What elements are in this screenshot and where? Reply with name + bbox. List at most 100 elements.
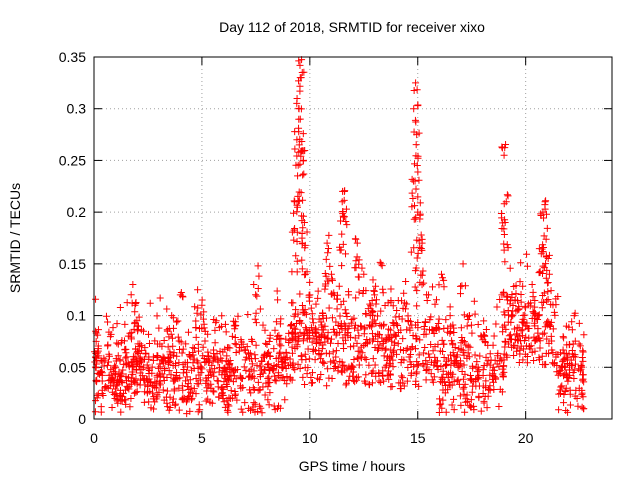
data-point <box>500 151 508 159</box>
data-point <box>321 322 329 330</box>
data-point <box>379 322 387 330</box>
data-point <box>136 354 144 362</box>
data-point <box>545 251 553 259</box>
data-point <box>413 358 421 366</box>
data-point <box>498 388 506 396</box>
data-point <box>296 135 304 143</box>
data-point <box>229 378 237 386</box>
data-point <box>429 347 437 355</box>
data-point <box>154 364 162 372</box>
data-point <box>530 333 538 341</box>
data-point <box>531 297 539 305</box>
data-point <box>127 291 135 299</box>
data-point <box>277 342 285 350</box>
data-point <box>168 334 176 342</box>
data-point <box>308 310 316 318</box>
data-point <box>192 323 200 331</box>
data-point <box>231 340 239 348</box>
data-point <box>352 321 360 329</box>
data-point <box>118 370 126 378</box>
data-point <box>296 160 304 168</box>
data-point <box>499 328 507 336</box>
data-point <box>119 366 127 374</box>
data-point <box>318 326 326 334</box>
data-point <box>454 362 462 370</box>
data-point <box>177 288 185 296</box>
data-point <box>400 356 408 364</box>
data-point <box>250 281 258 289</box>
data-point <box>149 389 157 397</box>
data-point <box>504 292 512 300</box>
chart-title: Day 112 of 2018, SRMTID for receiver xix… <box>219 19 485 35</box>
y-tick-label: 0.15 <box>59 256 86 272</box>
data-point <box>511 325 519 333</box>
data-point <box>372 300 380 308</box>
data-point <box>544 288 552 296</box>
data-point <box>415 129 423 137</box>
data-point <box>423 291 431 299</box>
data-point <box>263 361 271 369</box>
data-point <box>231 392 239 400</box>
data-point <box>279 364 287 372</box>
data-point <box>262 339 270 347</box>
data-point <box>266 334 274 342</box>
data-point <box>344 325 352 333</box>
data-point <box>450 329 458 337</box>
data-point <box>310 334 318 342</box>
data-point <box>579 357 587 365</box>
data-point <box>362 371 370 379</box>
data-point <box>106 376 114 384</box>
data-point <box>248 338 256 346</box>
data-point <box>112 363 120 371</box>
data-point <box>383 356 391 364</box>
data-point <box>576 367 584 375</box>
data-point <box>145 340 153 348</box>
data-point <box>351 235 359 243</box>
data-point <box>514 336 522 344</box>
data-point <box>261 365 269 373</box>
data-point <box>226 356 234 364</box>
data-point <box>418 271 426 279</box>
data-point <box>295 128 303 136</box>
data-point <box>211 365 219 373</box>
data-point <box>319 310 327 318</box>
data-point <box>229 317 237 325</box>
data-point <box>336 358 344 366</box>
data-point <box>332 353 340 361</box>
data-point <box>186 352 194 360</box>
data-point <box>142 350 150 358</box>
data-point <box>270 345 278 353</box>
data-point <box>571 351 579 359</box>
data-point <box>336 312 344 320</box>
data-point <box>506 335 514 343</box>
data-point <box>124 359 132 367</box>
data-point <box>481 332 489 340</box>
data-point <box>319 358 327 366</box>
data-point <box>495 403 503 411</box>
data-point <box>338 230 346 238</box>
data-point <box>503 191 511 199</box>
data-point <box>264 374 272 382</box>
data-point <box>294 161 302 169</box>
data-point <box>242 367 250 375</box>
data-point <box>325 374 333 382</box>
data-point <box>386 371 394 379</box>
data-point <box>113 320 121 328</box>
data-point <box>514 296 522 304</box>
data-point <box>94 390 102 398</box>
data-point <box>251 315 259 323</box>
data-point <box>542 197 550 205</box>
data-point <box>332 347 340 355</box>
data-point <box>246 354 254 362</box>
data-point <box>365 381 373 389</box>
data-point <box>505 332 513 340</box>
data-point <box>254 284 262 292</box>
data-point <box>418 246 426 254</box>
data-point <box>92 397 100 405</box>
data-point <box>174 317 182 325</box>
data-point <box>297 189 305 197</box>
x-tick-label: 10 <box>302 430 318 446</box>
data-point <box>298 265 306 273</box>
data-point <box>501 311 509 319</box>
data-point <box>299 212 307 220</box>
